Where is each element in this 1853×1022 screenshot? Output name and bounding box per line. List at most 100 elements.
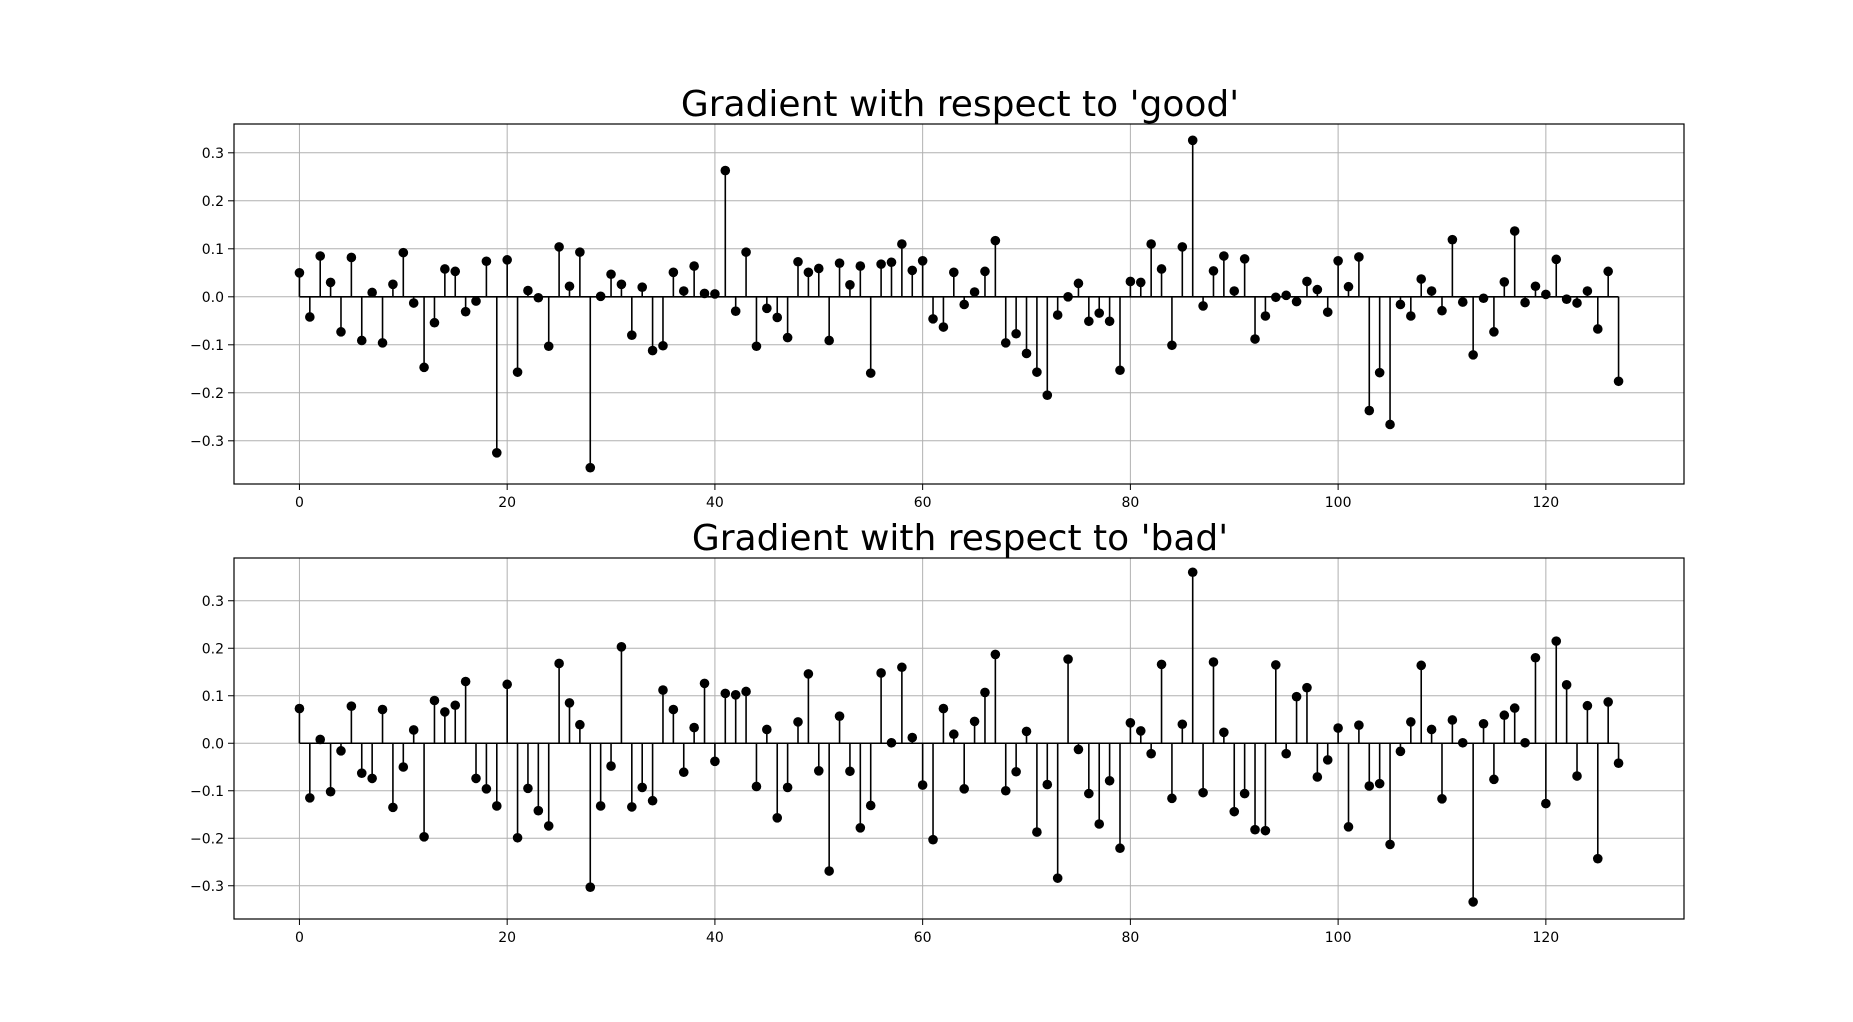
stem-marker <box>1198 787 1208 798</box>
stem-marker <box>1302 682 1312 693</box>
stem-marker <box>1520 297 1530 308</box>
stem-marker <box>980 687 990 698</box>
stem-marker <box>1603 697 1613 707</box>
stem-marker <box>1551 254 1562 265</box>
stem-marker <box>398 762 409 772</box>
stem-marker <box>1239 788 1250 799</box>
stem-marker <box>554 658 564 669</box>
stem-marker <box>408 298 419 308</box>
stem-marker <box>1177 242 1188 252</box>
stem-marker <box>637 282 648 293</box>
stem-marker <box>1385 839 1395 850</box>
stem-marker <box>471 296 481 306</box>
stem-marker <box>1354 252 1364 262</box>
stem-marker <box>585 882 596 892</box>
stem-marker <box>813 766 824 776</box>
stem-marker <box>855 823 866 833</box>
stem-marker <box>1489 774 1499 785</box>
stem-marker <box>1063 292 1073 302</box>
stem-marker <box>1572 771 1582 781</box>
stem-marker <box>1468 350 1478 360</box>
stem-marker <box>990 649 1001 660</box>
stem-marker <box>658 340 668 351</box>
stem-marker <box>803 669 814 679</box>
y-tick-label: 0.2 <box>202 641 224 657</box>
stem-marker <box>897 239 907 249</box>
stem-marker <box>543 341 554 352</box>
stem-marker <box>720 688 731 699</box>
stem-marker <box>1104 775 1115 786</box>
stem-marker <box>543 821 554 831</box>
stem-marker <box>1135 726 1146 736</box>
stem-marker <box>419 362 429 373</box>
stem-marker <box>408 725 419 735</box>
stem-marker <box>1426 724 1437 735</box>
stem-marker <box>772 813 783 823</box>
stem-marker <box>865 368 876 378</box>
stem-marker <box>1312 284 1323 295</box>
chart-title: Gradient with respect to 'good' <box>681 84 1239 125</box>
stem-marker <box>1177 719 1188 730</box>
stem-marker <box>1447 234 1458 245</box>
x-tick-label: 100 <box>1325 495 1352 511</box>
stem-marker <box>1000 785 1011 796</box>
stem-marker <box>305 312 315 322</box>
x-axis-ticks: 0 20 40 60 80 100 120 <box>295 919 1559 946</box>
stem-marker <box>762 303 772 314</box>
stem-marker <box>512 367 523 377</box>
stem-marker <box>481 256 492 267</box>
stem-marker <box>1156 264 1167 274</box>
y-tick-label: 0.1 <box>202 689 224 705</box>
stem-marker <box>294 703 305 714</box>
stem-marker <box>356 335 367 346</box>
stem-marker <box>1000 338 1011 348</box>
stem-marker <box>1270 660 1281 670</box>
stem-marker <box>886 257 897 268</box>
stem-marker <box>346 701 357 711</box>
x-tick-label: 60 <box>914 495 932 511</box>
y-axis-ticks: −0.3 −0.2 −0.1 0.0 0.1 0.2 0.3 <box>190 594 234 895</box>
stem-marker <box>429 695 440 706</box>
stem-marker <box>367 287 377 298</box>
stem-marker <box>1603 266 1613 277</box>
stem-marker <box>647 795 658 806</box>
stem-marker <box>460 306 471 317</box>
stem-marker <box>595 291 606 302</box>
stem-marker <box>1509 226 1520 236</box>
stem-marker <box>1426 286 1437 296</box>
stem-marker <box>356 768 367 778</box>
chart-panel-good: Gradient with respect to 'good' 0 20 40 60 8… <box>190 84 1685 511</box>
stem-marker <box>928 834 938 845</box>
stem-marker <box>1478 293 1489 304</box>
stem-marker <box>678 767 689 778</box>
stem-marker <box>315 734 326 745</box>
stem-marker <box>1032 367 1042 377</box>
chart-title: Gradient with respect to 'bad' <box>692 518 1228 559</box>
stem-marker <box>1468 897 1478 907</box>
stem-marker <box>1489 327 1499 337</box>
stem-marker <box>1530 281 1541 292</box>
stem-marker <box>1509 703 1520 713</box>
stem-marker <box>1364 405 1375 416</box>
stem-marker <box>595 801 606 811</box>
stem-marker <box>1270 292 1281 303</box>
stem-marker <box>1094 819 1105 829</box>
stem-marker <box>678 286 689 296</box>
stem-marker <box>367 773 377 784</box>
stem-marker <box>1042 390 1053 401</box>
stem-marker <box>564 698 575 708</box>
y-tick-label: −0.3 <box>190 434 224 450</box>
x-tick-label: 20 <box>498 930 516 946</box>
stem-marker <box>325 786 336 797</box>
stem-marker <box>1613 376 1624 387</box>
stem-marker <box>1115 365 1125 376</box>
stem-marker <box>980 266 990 277</box>
stem-marker <box>377 704 388 715</box>
stem-marker <box>834 258 845 269</box>
stem-marker <box>824 866 834 876</box>
stem-marker <box>450 700 461 711</box>
stem-marker <box>1167 340 1177 351</box>
stem-marker <box>689 722 699 733</box>
stem-marker <box>1260 825 1271 836</box>
